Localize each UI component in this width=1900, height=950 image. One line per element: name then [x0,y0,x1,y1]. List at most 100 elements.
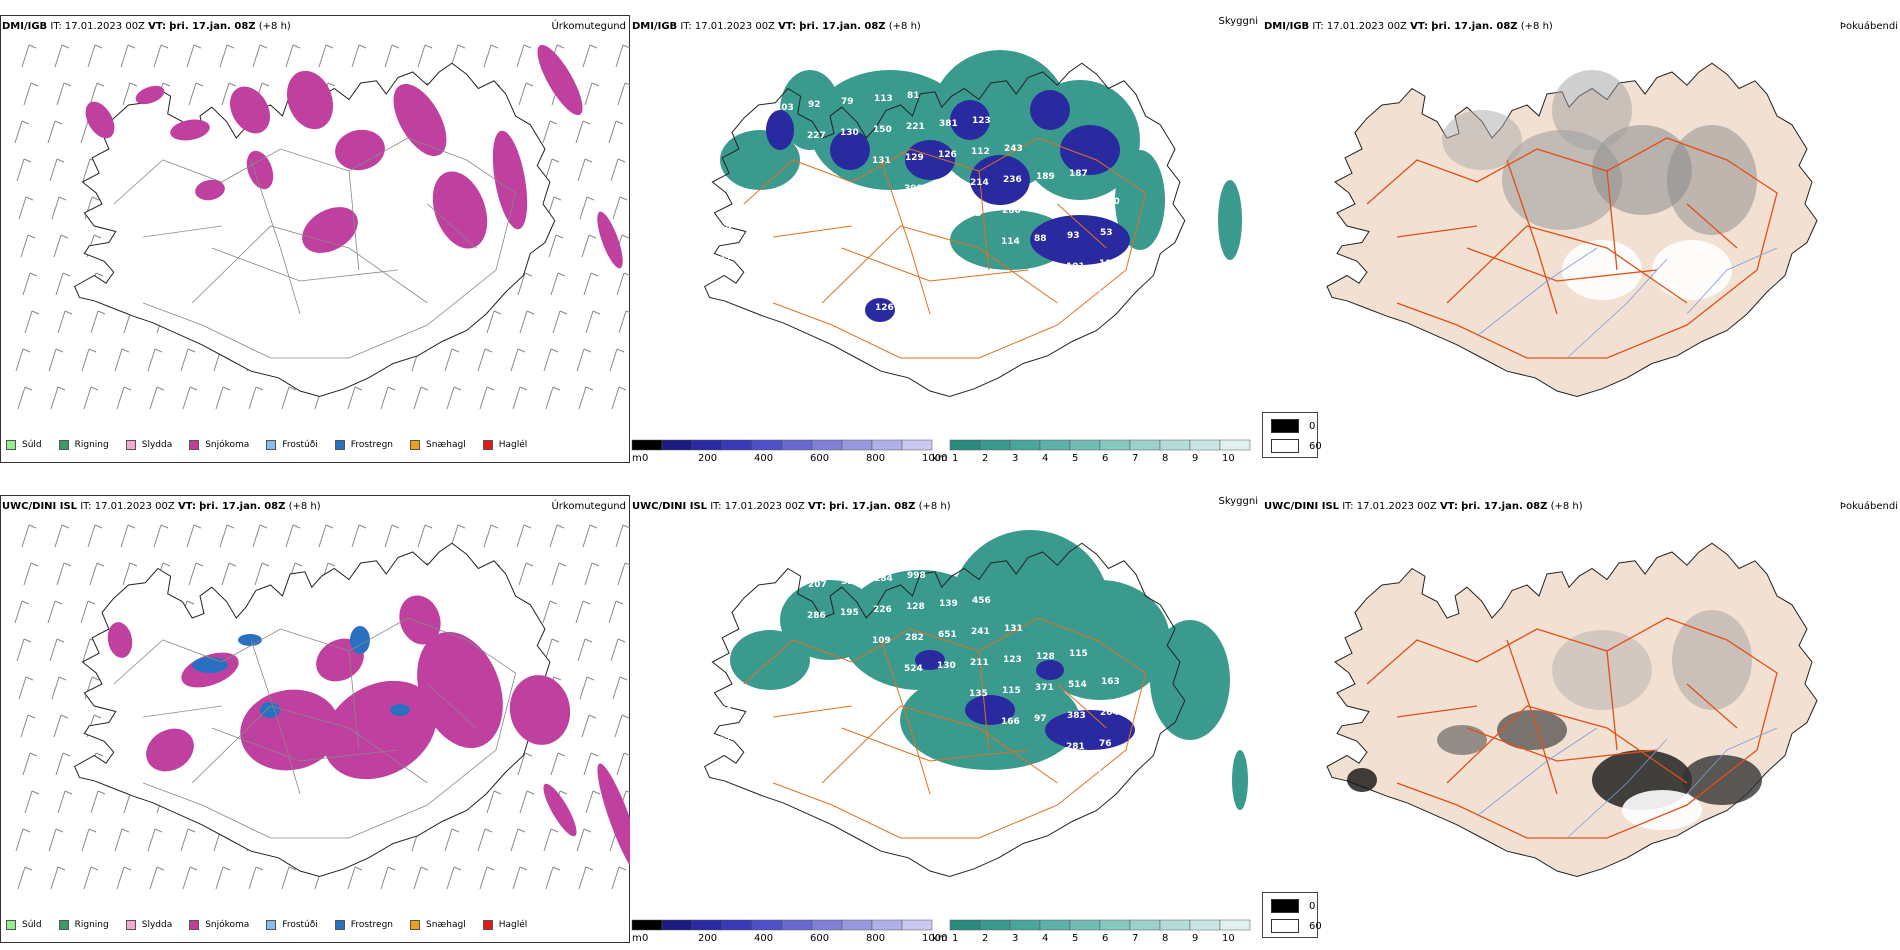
legend-swatch [266,920,277,930]
cloud-base-label: 221 [776,312,795,322]
cloud-base-label: 112 [971,147,990,157]
cloud-base-label: 538 [1098,770,1117,780]
cloud-base-label: 514 [1068,680,1087,690]
cloud-base-label: 627 [712,736,731,746]
cloud-base-label: 130 [937,661,956,671]
legend-item: Haglél [482,920,528,930]
cloud-base-label: 358 [744,764,763,774]
cloud-base-label: 227 [807,131,826,141]
panel-title: Þokuábendi [1839,21,1898,32]
panel-title: Skyggni [1218,16,1258,27]
cloud-base-label: 14 [1098,290,1111,300]
cloud-base-tick: 600 [810,453,829,462]
precip-map-frame [0,495,630,943]
legend-swatch [6,440,16,450]
legend-item: Slydda [125,920,173,930]
cloud-base-label: 73 [969,209,982,219]
legend-label: Frostúði [282,440,318,450]
cloud-base-label: 107 [711,767,730,777]
legend-swatch [334,920,345,930]
cloud-base-label: 204 [1100,708,1119,718]
visibility-tick: 8 [1162,453,1168,462]
cloud-base-label: 100 [711,287,730,297]
cloud-base-label: 128 [1036,652,1055,662]
visibility-map-row1: 250 227 399 114 14 103 131 73 101 78 130 93 88 100 92 1… [703,50,1242,398]
visibility-tick: 9 [1192,453,1198,462]
visibility-panel-row1: 250 227 399 114 14 103 131 73 101 78 130 93 88 100 92 1… [630,0,1322,470]
cloud-base-label: 207 [808,580,827,590]
precip-type-panel-row1: DMI/IGB IT: 17.01.2023 00Z VT: þri. 17.j… [0,0,630,470]
visibility-tick: 3 [1012,933,1018,942]
cloud-base-label: 88 [1034,234,1047,244]
cloud-base-tick: 200 [698,933,717,942]
legend-label: Haglél [498,920,528,930]
cloud-base-label: 128 [906,602,925,612]
cloud-base-label: 241 [971,627,990,637]
visibility-tick: 5 [1072,933,1078,942]
cloud-base-label: 126 [938,150,957,160]
visibility-tick: 7 [1132,933,1138,942]
visibility-tick: 10 [1222,453,1235,462]
fog-panel-row2: UWC/DINI ISL IT: 17.01.2023 00Z VT: þri.… [1262,480,1900,950]
cloud-base-label: 172 [777,281,796,291]
cloud-base-label: 383 [1067,711,1086,721]
cloud-base-label: 291 [810,758,829,768]
cloud-base-label: 371 [1035,683,1054,693]
cloud-base-label: 473 [809,789,828,799]
visibility-panel-row2: 438 286 524 166 538 185 109 135 281 148 195 130 97 10… [630,480,1322,950]
cloud-base-label: 90 [1035,203,1048,213]
cloud-base-label: 79 [841,97,854,107]
visibility-tick: 8 [1162,933,1168,942]
run-header: DMI/IGB IT: 17.01.2023 00Z VT: þri. 17.j… [1264,21,1553,32]
cloud-base-label: 148 [743,795,762,805]
legend-item: Frostúði [266,920,318,930]
visibility-tick: 9 [1192,933,1198,942]
cloud-base-label: 202 [713,225,732,235]
cloud-base-tick: 400 [754,453,773,462]
legend-item: Rigning [58,440,109,450]
cloud-base-label: 166 [1001,717,1020,727]
cloud-base-label: 286 [807,611,826,621]
cloud-base-label: 99 [778,250,791,260]
cloud-base-label: 92 [808,100,821,110]
cloud-base-label: 93 [937,181,950,191]
cloud-base-label: 129 [905,153,924,163]
visibility-unit: km [932,453,948,462]
legend-label: Frostregn [350,440,394,450]
legend-label: Frostúði [282,920,318,930]
cloud-base-label: 53 [1100,228,1113,238]
run-header: UWC/DINI ISL IT: 17.01.2023 00Z VT: þri.… [2,501,321,512]
cloud-base-label: 103 [775,103,794,113]
legend-item: Snæhagl [410,920,466,930]
cloud-base-label: 399 [904,184,923,194]
panel-title: Úrkomutegund [551,21,626,32]
legend-item: Rigning [58,920,109,930]
cloud-base-label: 139 [939,599,958,609]
cloud-base-label: 280 [1002,206,1021,216]
legend-label: Snjókoma [205,920,250,930]
cloud-base-label: 130 [840,128,859,138]
legend-item: Frostúði [266,440,318,450]
cloud-base-label: 161 [746,702,765,712]
visibility-tick: 1 [952,933,958,942]
cloud-base-label: 131 [872,156,891,166]
legend-item: Slydda [125,440,173,450]
cloud-base-label: 109 [872,636,891,646]
run-header: DMI/IGB IT: 17.01.2023 00Z VT: þri. 17.j… [632,21,921,32]
cloud-base-tick: 600 [810,933,829,942]
legend-label: Slydda [141,440,173,450]
legend-item: Snjókoma [189,920,249,930]
cloud-base-label: 124 [713,705,732,715]
cloud-base-label: 381 [939,119,958,129]
visibility-tick: 7 [1132,453,1138,462]
legend-item: Frostregn [334,920,393,930]
visibility-tick: 10 [1222,933,1235,942]
cloud-base-tick: 400 [754,933,773,942]
cloud-base-label: 134 [1099,259,1118,269]
legend-label: Slydda [141,920,173,930]
legend-swatch [334,440,345,450]
fog-panel-row1: DMI/IGB IT: 17.01.2023 00Z VT: þri. 17.j… [1262,0,1900,470]
cloud-base-tick: 0 [642,453,648,462]
cloud-base-tick: 200 [698,453,717,462]
cloud-base-label: 309 [842,306,861,316]
